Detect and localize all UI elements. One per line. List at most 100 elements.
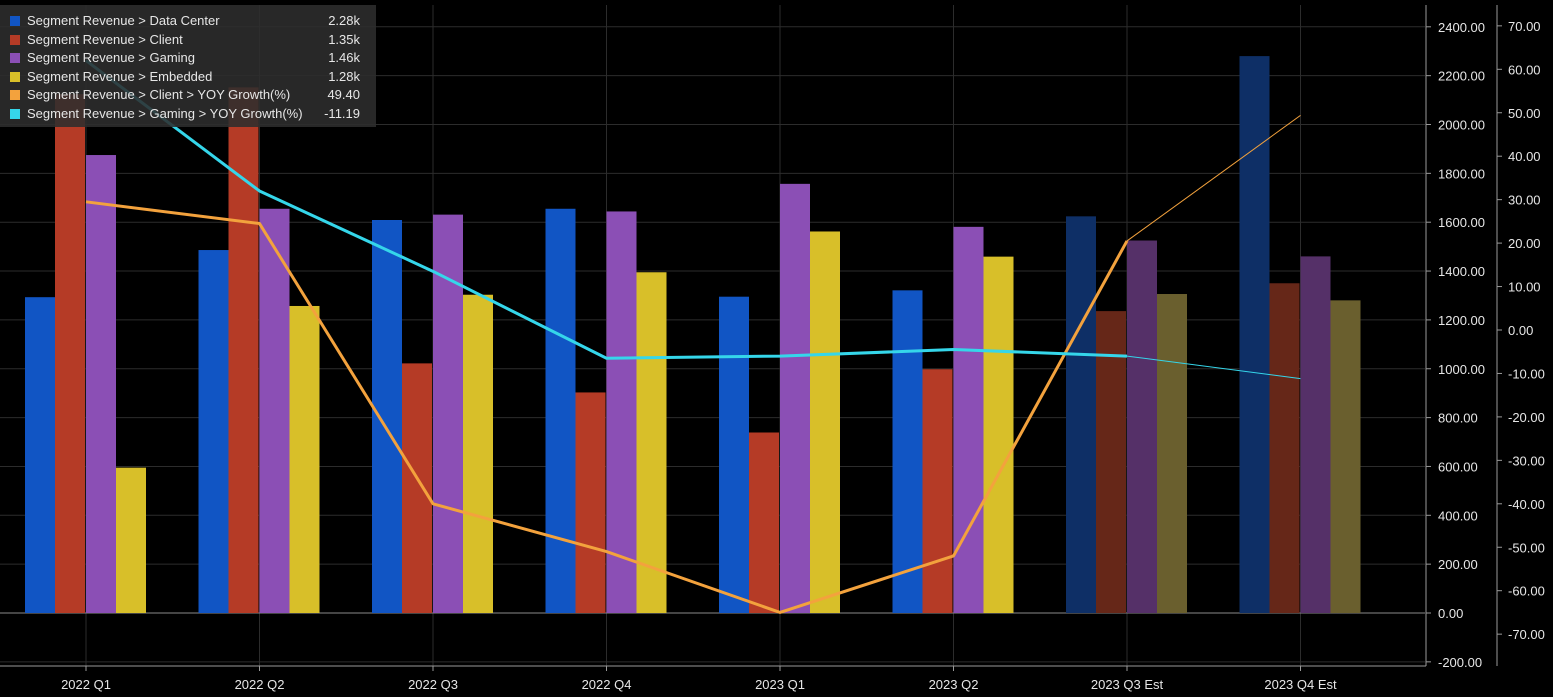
bar xyxy=(1300,256,1331,613)
bar xyxy=(433,214,463,614)
y-left-tick-label: 1400.00 xyxy=(1438,264,1485,279)
y-left-tick-label: 2400.00 xyxy=(1438,20,1485,35)
x-tick-label: 2022 Q3 xyxy=(408,677,458,692)
legend-value: 2.28k xyxy=(328,13,360,28)
y-left-tick-label: 200.00 xyxy=(1438,557,1478,572)
bar xyxy=(636,272,667,613)
legend-label: Segment Revenue > Embedded xyxy=(27,68,213,84)
legend-swatch xyxy=(10,53,20,64)
x-tick-label: 2023 Q1 xyxy=(755,677,805,692)
legend-label: Segment Revenue > Gaming xyxy=(27,50,196,66)
legend-value: 49.40 xyxy=(327,87,360,103)
legend-swatch xyxy=(10,71,20,82)
x-tick-label: 2022 Q4 xyxy=(582,677,632,692)
y-right-tick-label: -60.00 xyxy=(1508,584,1545,599)
legend-value: 1.28k xyxy=(328,68,360,84)
y-left-tick-label: 1200.00 xyxy=(1438,313,1485,328)
bar xyxy=(719,296,749,613)
bar xyxy=(25,297,55,613)
y-left-tick-label: 1000.00 xyxy=(1438,362,1485,377)
bar xyxy=(1096,311,1126,613)
bar xyxy=(463,294,493,613)
y-right-tick-label: 40.00 xyxy=(1508,149,1541,164)
bar xyxy=(922,369,953,613)
x-tick-label: 2023 Q3 Est xyxy=(1091,677,1164,692)
y-right-tick-label: -30.00 xyxy=(1508,453,1545,468)
bar xyxy=(780,183,810,613)
bar-series xyxy=(25,56,1361,614)
legend-value: 1.46k xyxy=(328,50,360,66)
bar xyxy=(228,87,259,613)
bar xyxy=(606,211,637,613)
legend-label: Segment Revenue > Gaming > YOY Growth(%) xyxy=(27,106,303,121)
legend-item: Segment Revenue > Gaming > YOY Growth(%)… xyxy=(10,105,360,123)
line-series xyxy=(85,59,1301,614)
bar xyxy=(545,208,576,614)
y-left-tick-label: 800.00 xyxy=(1438,411,1478,426)
x-tick-label: 2022 Q1 xyxy=(61,677,111,692)
bar xyxy=(1066,216,1096,613)
bar xyxy=(198,250,229,613)
axes xyxy=(0,5,1498,667)
bar xyxy=(55,94,85,613)
legend-item: Segment Revenue > Client 1.35k xyxy=(10,31,360,49)
y-left-tick-label: 600.00 xyxy=(1438,459,1478,474)
legend-label: Segment Revenue > Client > YOY Growth(%) xyxy=(27,87,291,103)
y-right-tick-labels: -70.00 -60.00 -50.00 -40.00 -30.00 -20.00 -10.… xyxy=(1497,19,1545,642)
y-right-tick-label: 60.00 xyxy=(1508,62,1541,77)
y-left-tick-label: 1600.00 xyxy=(1438,215,1485,230)
y-right-tick-label: -40.00 xyxy=(1508,497,1545,512)
legend-swatch xyxy=(10,109,20,119)
legend-item: Segment Revenue > Embedded 1.28k xyxy=(10,68,360,86)
bar xyxy=(810,231,840,613)
y-left-tick-label: 400.00 xyxy=(1438,508,1478,523)
legend-value: -11.19 xyxy=(324,106,360,121)
bar xyxy=(116,467,146,613)
bar xyxy=(1269,283,1300,613)
bar xyxy=(749,432,779,613)
legend-swatch xyxy=(10,16,20,26)
legend-label: Segment Revenue > Client xyxy=(27,31,183,47)
y-right-tick-label: 0.00 xyxy=(1508,323,1533,338)
bar xyxy=(259,208,290,614)
bar xyxy=(892,290,923,613)
y-left-tick-label: 2200.00 xyxy=(1438,69,1485,84)
series-line-estimate xyxy=(1126,355,1301,380)
bar xyxy=(402,363,432,613)
x-tick-label: 2023 Q4 Est xyxy=(1264,677,1337,692)
legend-swatch xyxy=(10,90,20,101)
x-tick-label: 2022 Q2 xyxy=(235,677,285,692)
y-right-tick-label: 20.00 xyxy=(1508,236,1541,251)
bar xyxy=(1157,294,1187,613)
y-right-tick-label: -20.00 xyxy=(1508,410,1545,425)
y-left-tick-labels: -200.00 0.00 200.00 400.00 600.00 800.00 1000.… xyxy=(1426,20,1485,670)
y-left-tick-label: 1800.00 xyxy=(1438,166,1485,181)
legend-item: Segment Revenue > Gaming 1.46k xyxy=(10,49,360,67)
y-right-tick-label: 10.00 xyxy=(1508,280,1541,295)
series-line-estimate xyxy=(1126,114,1301,242)
legend-item: Segment Revenue > Client > YOY Growth(%)… xyxy=(10,86,360,104)
legend: Segment Revenue > Data Center 2.28k Segmen… xyxy=(0,5,376,127)
y-left-tick-label: -200.00 xyxy=(1438,655,1482,670)
y-right-tick-label: -50.00 xyxy=(1508,540,1545,555)
bar xyxy=(1127,240,1157,614)
bar xyxy=(953,226,984,613)
bar xyxy=(1330,300,1361,613)
x-axis-tick-labels: 2022 Q1 2022 Q2 2022 Q3 2022 Q4 2023 Q1 2023 … xyxy=(61,666,1337,692)
bar xyxy=(575,392,606,613)
y-left-tick-label: 2000.00 xyxy=(1438,118,1485,133)
legend-swatch xyxy=(10,34,20,45)
legend-item: Segment Revenue > Data Center 2.28k xyxy=(10,12,360,30)
legend-value: 1.35k xyxy=(328,31,360,47)
bar xyxy=(1239,56,1270,614)
bar xyxy=(86,155,116,613)
y-left-tick-label: 0.00 xyxy=(1438,606,1463,621)
y-right-tick-label: 50.00 xyxy=(1508,106,1541,121)
bar xyxy=(983,256,1014,613)
legend-label: Segment Revenue > Data Center xyxy=(27,13,220,28)
y-right-tick-label: 30.00 xyxy=(1508,193,1541,208)
bar xyxy=(289,305,320,613)
y-right-tick-label: -70.00 xyxy=(1508,627,1545,642)
x-tick-label: 2023 Q2 xyxy=(929,677,979,692)
y-right-tick-label: 70.00 xyxy=(1508,19,1541,34)
